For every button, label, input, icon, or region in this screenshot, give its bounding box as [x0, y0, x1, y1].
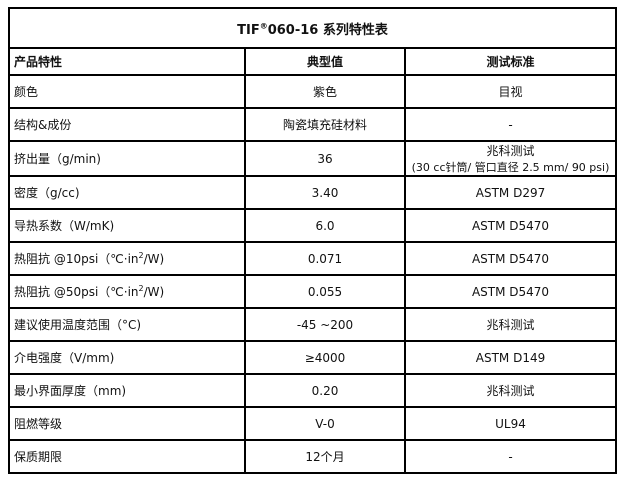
table-row: 建议使用温度范围（°C) -45 ~200 兆科测试	[8, 307, 617, 342]
standard-note: (30 cc针筒/ 管口直径 2.5 mm/ 90 psi)	[411, 161, 610, 174]
superscript: 2	[138, 284, 144, 293]
header-property: 产品特性	[8, 47, 246, 76]
table-row: 介电强度（V/mm) ≥4000 ASTM D149	[8, 340, 617, 375]
property-suffix: /W)	[143, 252, 165, 266]
table-row: 最小界面厚度（mm) 0.20 兆科测试	[8, 373, 617, 408]
table-row: 颜色 紫色 目视	[8, 74, 617, 109]
title-suffix: 060-16 系列特性表	[267, 22, 388, 38]
table-row: 密度（g/cc) 3.40 ASTM D297	[8, 175, 617, 210]
standard-text: UL94	[495, 416, 526, 431]
table-title: TIF®060-16 系列特性表	[8, 7, 617, 49]
standard-cell: 兆科测试 (30 cc针筒/ 管口直径 2.5 mm/ 90 psi)	[404, 140, 617, 177]
standard-cell: 目视	[404, 74, 617, 109]
header-standard: 测试标准	[404, 47, 617, 76]
standard-text: -	[508, 449, 513, 464]
value-cell: 陶瓷填充硅材料	[244, 107, 406, 142]
table-row: 热阻抗 @50psi（℃·in2/W) 0.055 ASTM D5470	[8, 274, 617, 309]
value-cell: 0.071	[244, 241, 406, 276]
property-cell: 介电强度（V/mm)	[8, 340, 246, 375]
property-text: 挤出量（g/min)	[14, 152, 101, 166]
superscript: 2	[138, 251, 144, 260]
table-row: 结构&成份 陶瓷填充硅材料 -	[8, 107, 617, 142]
value-cell: 0.055	[244, 274, 406, 309]
property-text: 导热系数（W/mK)	[14, 219, 115, 233]
property-cell: 建议使用温度范围（°C)	[8, 307, 246, 342]
standard-text: 兆科测试	[486, 144, 535, 158]
standard-text: 目视	[498, 85, 523, 99]
value-cell: 12个月	[244, 439, 406, 474]
standard-cell: UL94	[404, 406, 617, 441]
header-value: 典型值	[244, 47, 406, 76]
standard-text: 兆科测试	[486, 318, 535, 332]
table-row: 导热系数（W/mK) 6.0 ASTM D5470	[8, 208, 617, 243]
standard-cell: -	[404, 439, 617, 474]
standard-cell: ASTM D5470	[404, 274, 617, 309]
property-cell: 颜色	[8, 74, 246, 109]
standard-text: 兆科测试	[486, 384, 535, 398]
standard-text: ASTM D5470	[471, 284, 550, 299]
standard-text: ASTM D5470	[471, 218, 550, 233]
property-cell: 热阻抗 @10psi（℃·in2/W)	[8, 241, 246, 276]
property-text: 介电强度（V/mm)	[14, 351, 115, 365]
registered-mark: ®	[259, 21, 268, 31]
property-cell: 导热系数（W/mK)	[8, 208, 246, 243]
property-text: 热阻抗 @50psi（℃·in	[14, 285, 139, 299]
value-cell: 3.40	[244, 175, 406, 210]
standard-cell: ASTM D297	[404, 175, 617, 210]
value-cell: 紫色	[244, 74, 406, 109]
header-row: 产品特性 典型值 测试标准	[8, 47, 617, 76]
standard-cell: ASTM D5470	[404, 241, 617, 276]
value-cell: 0.20	[244, 373, 406, 408]
value-cell: -45 ~200	[244, 307, 406, 342]
standard-text: ASTM D297	[475, 185, 546, 200]
value-cell: ≥4000	[244, 340, 406, 375]
standard-cell: 兆科测试	[404, 307, 617, 342]
property-suffix: /W)	[143, 285, 165, 299]
property-cell: 挤出量（g/min)	[8, 140, 246, 177]
table-row: 挤出量（g/min) 36 兆科测试 (30 cc针筒/ 管口直径 2.5 mm/ 9…	[8, 140, 617, 177]
property-cell: 结构&成份	[8, 107, 246, 142]
property-text: 密度（g/cc)	[14, 186, 80, 200]
property-text: 结构&成份	[14, 118, 72, 132]
property-cell: 阻燃等级	[8, 406, 246, 441]
table-row: 热阻抗 @10psi（℃·in2/W) 0.071 ASTM D5470	[8, 241, 617, 276]
property-text: 最小界面厚度（mm)	[14, 384, 127, 398]
property-cell: 热阻抗 @50psi（℃·in2/W)	[8, 274, 246, 309]
table-row: 保质期限 12个月 -	[8, 439, 617, 474]
property-cell: 最小界面厚度（mm)	[8, 373, 246, 408]
property-cell: 保质期限	[8, 439, 246, 474]
value-cell: 36	[244, 140, 406, 177]
property-text: 建议使用温度范围（°C)	[14, 318, 142, 332]
standard-cell: 兆科测试	[404, 373, 617, 408]
title-prefix: TIF	[237, 22, 260, 38]
table-row: 阻燃等级 V-0 UL94	[8, 406, 617, 441]
property-text: 保质期限	[14, 450, 63, 464]
property-text: 颜色	[14, 85, 39, 99]
standard-text: ASTM D5470	[471, 251, 550, 266]
property-text: 热阻抗 @10psi（℃·in	[14, 252, 139, 266]
standard-text: -	[508, 117, 513, 132]
properties-table: TIF®060-16 系列特性表 产品特性 典型值 测试标准 颜色 紫色 目视结构&…	[8, 7, 617, 474]
standard-cell: -	[404, 107, 617, 142]
property-text: 阻燃等级	[14, 417, 63, 431]
standard-cell: ASTM D149	[404, 340, 617, 375]
standard-text: ASTM D149	[475, 350, 546, 365]
standard-cell: ASTM D5470	[404, 208, 617, 243]
value-cell: V-0	[244, 406, 406, 441]
property-cell: 密度（g/cc)	[8, 175, 246, 210]
value-cell: 6.0	[244, 208, 406, 243]
